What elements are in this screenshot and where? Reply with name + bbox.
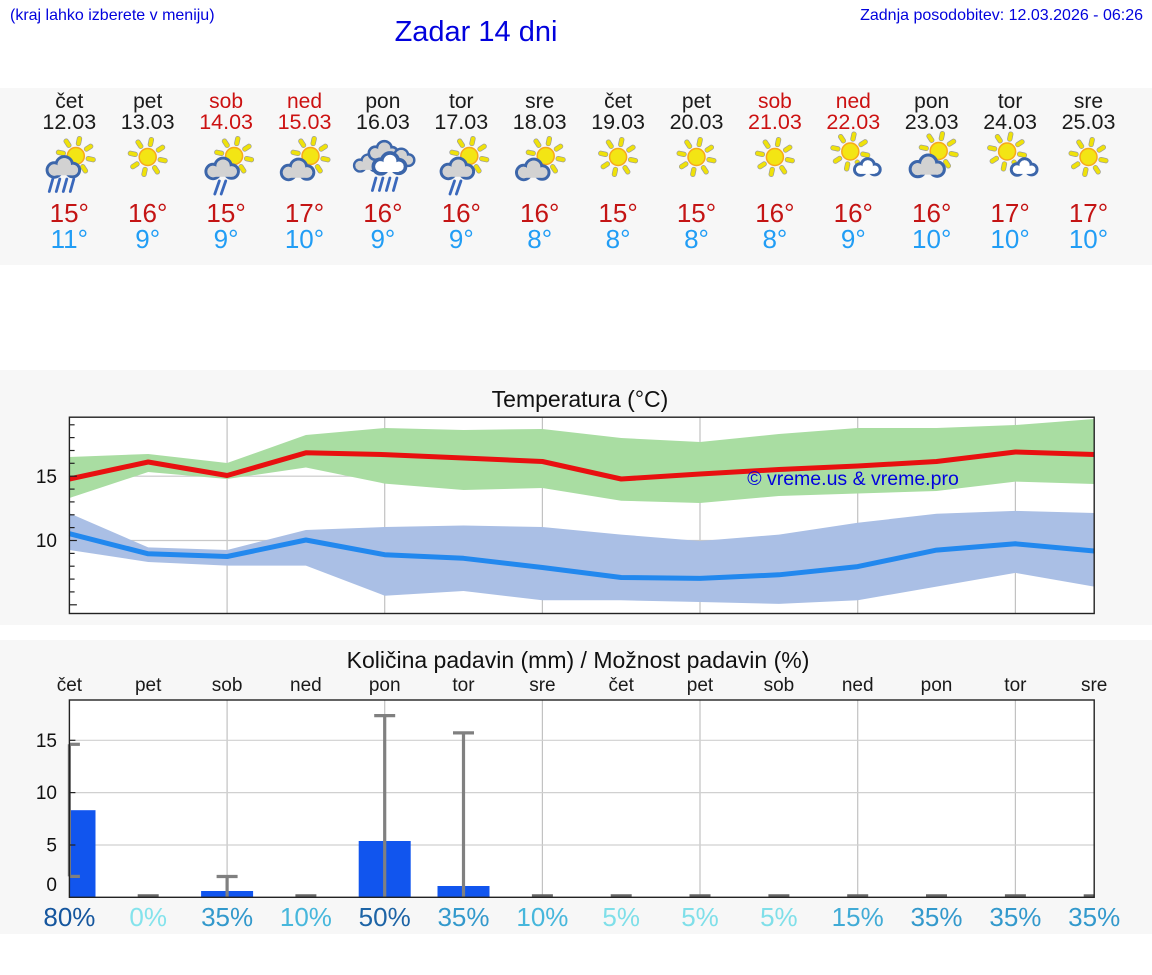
svg-text:10: 10: [36, 531, 57, 552]
svg-text:0: 0: [46, 875, 57, 896]
svg-text:© vreme.us & vreme.pro: © vreme.us & vreme.pro: [747, 468, 959, 490]
svg-text:15: 15: [36, 731, 57, 752]
svg-text:10: 10: [36, 783, 57, 804]
svg-text:5: 5: [46, 836, 57, 857]
svg-text:15: 15: [36, 467, 57, 488]
